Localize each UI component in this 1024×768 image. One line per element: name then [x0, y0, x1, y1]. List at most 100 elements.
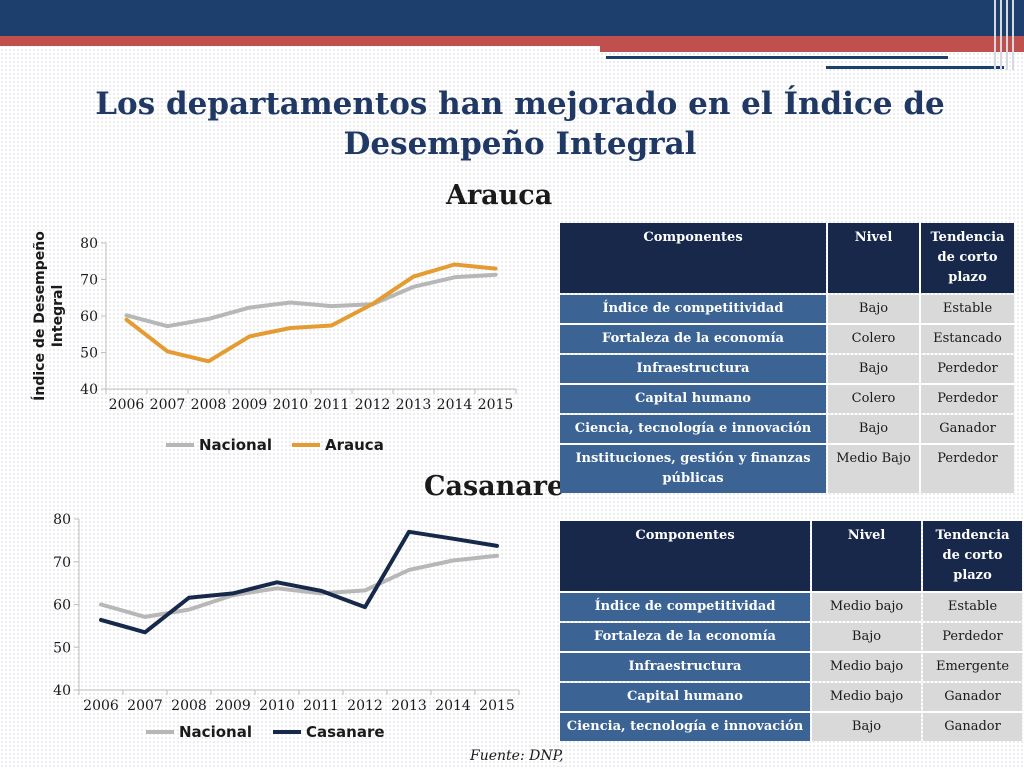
tendencia-cell: Ganador	[921, 415, 1014, 443]
componente-cell: Ciencia, tecnología e innovación	[560, 713, 810, 741]
nivel-cell: Bajo	[828, 415, 919, 443]
componente-cell: Instituciones, gestión y finanzas públic…	[560, 445, 826, 493]
header-accent-extension	[600, 46, 1024, 52]
nivel-cell: Medio bajo	[812, 683, 921, 711]
nivel-cell: Bajo	[812, 623, 921, 651]
x-tick-label: 2008	[191, 397, 227, 413]
nivel-cell: Medio Bajo	[828, 445, 919, 493]
header-accent-bar	[0, 36, 1024, 46]
x-tick-label: 2013	[391, 698, 427, 714]
x-tick-label: 2014	[437, 397, 473, 413]
header-bar	[0, 0, 1024, 36]
legend-label: Casanare	[306, 723, 385, 741]
x-tick-label: 2013	[396, 397, 432, 413]
componente-cell: Fortaleza de la economía	[560, 325, 826, 353]
nivel-cell: Bajo	[812, 713, 921, 741]
arauca-subtitle: Arauca	[446, 180, 553, 211]
nivel-cell: Colero	[828, 385, 919, 413]
source-note: Fuente: DNP,	[470, 748, 564, 764]
casanare-components-table: Componentes Nivel Tendencia de corto pla…	[558, 519, 1024, 743]
table-row: Ciencia, tecnología e innovación Bajo Ga…	[560, 415, 1014, 443]
header-rule-2	[826, 66, 1004, 69]
table-row: Capital humano Medio bajo Ganador	[560, 683, 1022, 711]
table-row: Índice de competitividad Medio bajo Esta…	[560, 593, 1022, 621]
nivel-cell: Bajo	[828, 295, 919, 323]
tendencia-cell: Ganador	[923, 713, 1022, 741]
table-header-row: Componentes Nivel Tendencia de corto pla…	[560, 223, 1014, 293]
x-tick-label: 2008	[171, 698, 207, 714]
x-tick-label: 2015	[478, 397, 514, 413]
tendencia-cell: Perdedor	[921, 355, 1014, 383]
legend-label: Nacional	[179, 723, 252, 741]
table-row: Fortaleza de la economía Bajo Perdedor	[560, 623, 1022, 651]
table-row: Fortaleza de la economía Colero Estancad…	[560, 325, 1014, 353]
series-line-arauca	[124, 262, 498, 364]
y-tick-label: 50	[53, 640, 71, 656]
header-tendencia: Tendencia de corto plazo	[923, 521, 1022, 591]
nivel-cell: Medio bajo	[812, 653, 921, 681]
componente-cell: Fortaleza de la economía	[560, 623, 810, 651]
tendencia-cell: Estancado	[921, 325, 1014, 353]
x-tick-label: 2007	[127, 698, 163, 714]
casanare-line-chart: 40 50 60 70 80 2006 2007 2008 2009 2010 2011 2012 20…	[53, 512, 520, 741]
x-tick-label: 2010	[273, 397, 309, 413]
tendencia-cell: Estable	[923, 593, 1022, 621]
arauca-components-table: Componentes Nivel Tendencia de corto pla…	[558, 221, 1016, 495]
x-tick-label: 2012	[355, 397, 391, 413]
header-nivel: Nivel	[812, 521, 921, 591]
table-row: Índice de competitividad Bajo Estable	[560, 295, 1014, 323]
y-tick-label: 60	[53, 598, 71, 614]
componente-cell: Capital humano	[560, 385, 826, 413]
nivel-cell: Bajo	[828, 355, 919, 383]
tendencia-cell: Emergente	[923, 653, 1022, 681]
componente-cell: Infraestructura	[560, 355, 826, 383]
x-tick-label: 2009	[232, 397, 268, 413]
header-stripe	[1000, 0, 1002, 70]
x-tick-label: 2010	[259, 698, 295, 714]
y-axis-label: Índice de Desempeño	[31, 231, 48, 401]
tendencia-cell: Ganador	[923, 683, 1022, 711]
y-axis-label: Integral	[50, 285, 66, 348]
y-tick-label: 50	[80, 346, 98, 362]
header-tendencia: Tendencia de corto plazo	[921, 223, 1014, 293]
componente-cell: Infraestructura	[560, 653, 810, 681]
y-tick-label: 60	[80, 309, 98, 325]
componente-cell: Índice de competitividad	[560, 295, 826, 323]
y-tick-label: 70	[53, 555, 71, 571]
arauca-line-chart: 40 50 60 70 80 2006 2007 2008 2009 2010 2011 2012 20…	[31, 231, 517, 454]
y-tick-label: 40	[53, 683, 71, 699]
header-nivel: Nivel	[828, 223, 919, 293]
header-stripe	[994, 0, 996, 70]
x-tick-label: 2009	[215, 698, 251, 714]
y-tick-label: 70	[80, 273, 98, 289]
slide-title: Los departamentos han mejorado en el Índ…	[95, 86, 945, 162]
x-tick-label: 2011	[314, 397, 350, 413]
x-tick-label: 2014	[435, 698, 471, 714]
header-stripe	[1012, 0, 1014, 70]
x-tick-label: 2011	[303, 698, 339, 714]
table-row: Infraestructura Bajo Perdedor	[560, 355, 1014, 383]
y-tick-label: 80	[80, 236, 98, 252]
componente-cell: Ciencia, tecnología e innovación	[560, 415, 826, 443]
x-tick-label: 2006	[109, 397, 145, 413]
table-row: Ciencia, tecnología e innovación Bajo Ga…	[560, 713, 1022, 741]
y-tick-label: 40	[80, 382, 98, 398]
tendencia-cell: Perdedor	[923, 623, 1022, 651]
header-stripe	[1006, 0, 1008, 70]
nivel-cell: Colero	[828, 325, 919, 353]
table-row: Infraestructura Medio bajo Emergente	[560, 653, 1022, 681]
tendencia-cell: Estable	[921, 295, 1014, 323]
series-line-casanare	[99, 529, 499, 635]
tendencia-cell: Perdedor	[921, 445, 1014, 493]
nivel-cell: Medio bajo	[812, 593, 921, 621]
casanare-subtitle: Casanare	[424, 471, 565, 502]
y-tick-label: 80	[53, 512, 71, 528]
componente-cell: Índice de competitividad	[560, 593, 810, 621]
x-tick-label: 2015	[479, 698, 515, 714]
x-tick-label: 2007	[150, 397, 186, 413]
tendencia-cell: Perdedor	[921, 385, 1014, 413]
header-componentes: Componentes	[560, 521, 810, 591]
table-header-row: Componentes Nivel Tendencia de corto pla…	[560, 521, 1022, 591]
table-row: Capital humano Colero Perdedor	[560, 385, 1014, 413]
legend-label: Arauca	[325, 436, 384, 454]
